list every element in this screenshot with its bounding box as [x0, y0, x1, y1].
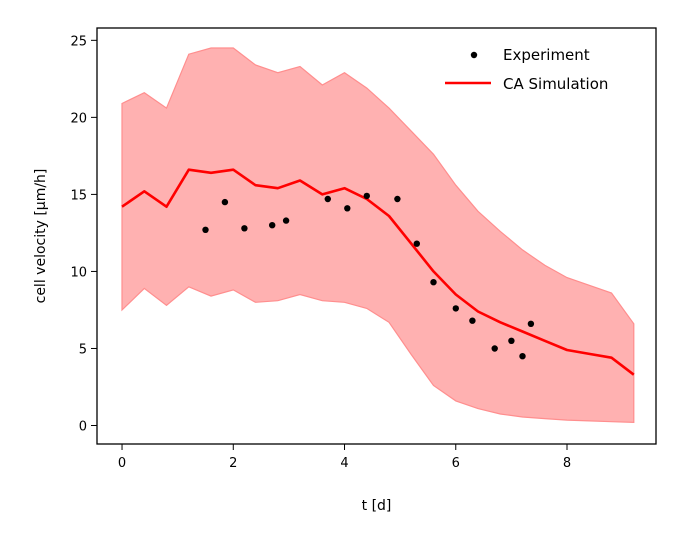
confidence-band: [121, 47, 635, 424]
experiment-point: [241, 225, 248, 232]
y-tick-label: 10: [70, 265, 87, 280]
legend-simulation-label: CA Simulation: [503, 75, 608, 93]
experiment-point: [221, 198, 229, 206]
confidence-band-layer: [121, 47, 635, 424]
y-axis-ticks: 0 5 10 15 20 25: [70, 34, 97, 435]
experiment-point: [394, 195, 401, 203]
experiment-point: [430, 279, 437, 286]
experiment-point: [413, 240, 420, 247]
y-tick-label: 15: [70, 188, 87, 203]
x-axis-ticks: 0 2 4 6 8: [118, 444, 571, 471]
x-tick-label: 6: [452, 456, 460, 471]
experiment-point: [519, 353, 526, 360]
y-tick-label: 5: [79, 342, 87, 357]
y-tick-label: 20: [70, 111, 87, 126]
experiment-point: [469, 317, 476, 324]
experiment-point: [344, 205, 351, 212]
experiment-point: [324, 195, 331, 203]
experiment-point: [491, 345, 498, 352]
plot-frame: [96, 27, 657, 445]
x-tick-label: 2: [229, 456, 237, 471]
x-tick-label: 8: [563, 456, 571, 471]
x-axis-label: t [d]: [362, 498, 392, 514]
experiment-point: [282, 217, 290, 224]
experiment-points-layer: [202, 192, 535, 360]
y-tick-label: 25: [70, 34, 87, 49]
experiment-point: [527, 320, 535, 327]
experiment-point: [508, 337, 515, 344]
simulation-line-layer: [121, 168, 635, 376]
experiment-point: [363, 192, 370, 200]
experiment-point: [269, 222, 276, 229]
ca-simulation-line: [121, 168, 635, 376]
x-tick-label: 4: [340, 456, 348, 471]
y-tick-label: 0: [79, 420, 87, 435]
legend-experiment-label: Experiment: [503, 46, 590, 64]
legend: Experiment CA Simulation: [445, 46, 608, 93]
x-tick-label: 0: [118, 456, 126, 471]
y-axis-label: cell velocity [μm/h]: [33, 169, 49, 304]
legend-experiment-marker: [470, 51, 478, 59]
experiment-point: [202, 226, 209, 233]
experiment-point: [452, 305, 459, 312]
